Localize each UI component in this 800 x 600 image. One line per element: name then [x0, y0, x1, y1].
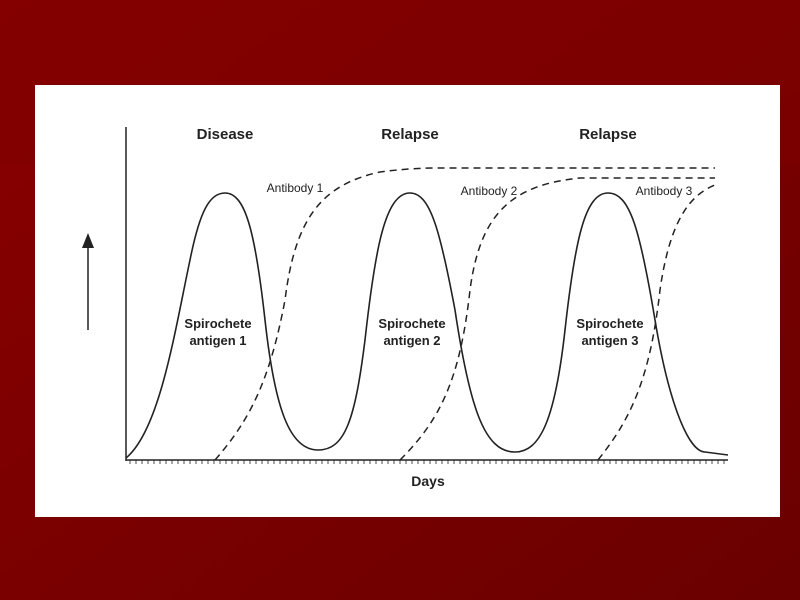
x-axis-label: Days: [411, 473, 445, 489]
panel: [35, 85, 780, 517]
antigen-label: Spirochete: [378, 316, 445, 331]
antigen-curve: [125, 192, 729, 459]
antigen-label: antigen 2: [383, 333, 440, 348]
antibody-curve: [214, 167, 715, 461]
antigen-label: Spirochete: [576, 316, 643, 331]
antibody-curve: [399, 177, 715, 461]
antibody-curve: [597, 184, 716, 461]
antigen-label: Spirochete: [184, 316, 251, 331]
antigen-label: antigen 3: [581, 333, 638, 348]
phase-label: Relapse: [381, 126, 439, 143]
antigen-label: antigen 1: [189, 333, 246, 348]
antibody-label: Antibody 2: [461, 184, 518, 198]
phase-label: Disease: [197, 126, 254, 143]
arrow-head: [82, 233, 94, 248]
antibody-curves: [214, 167, 716, 461]
antibody-label: Antibody 3: [636, 184, 693, 198]
antibody-label: Antibody 1: [267, 181, 324, 195]
axes: [87, 127, 728, 464]
phase-label: Relapse: [579, 126, 637, 143]
